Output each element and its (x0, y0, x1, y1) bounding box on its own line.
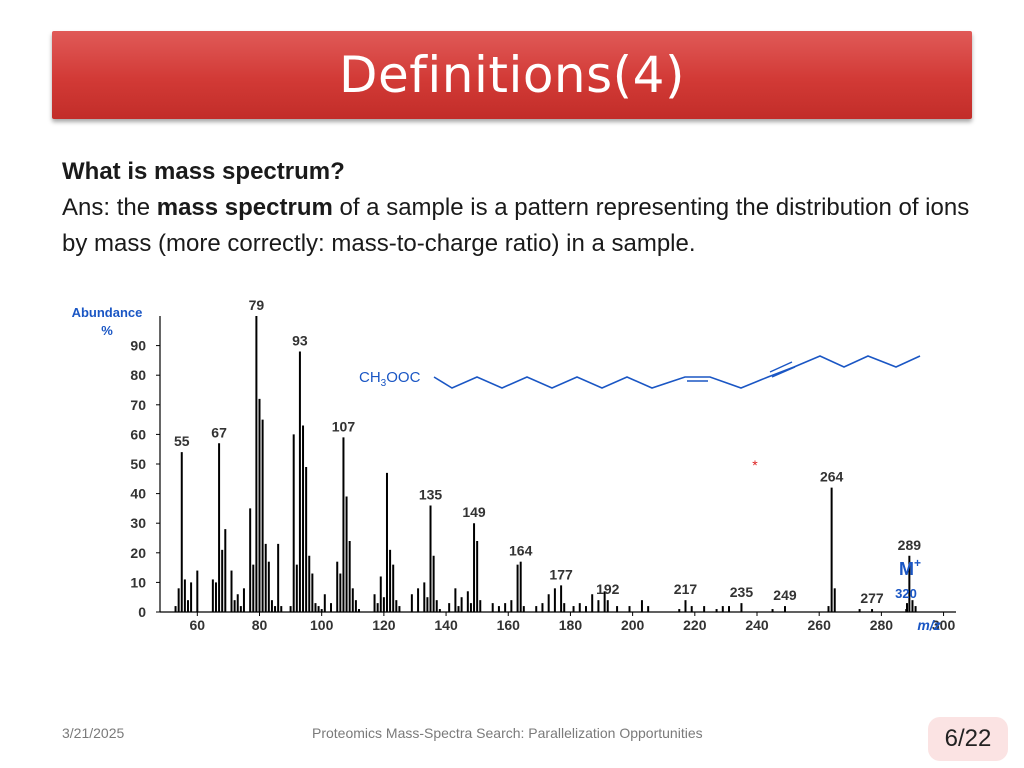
triple-bond-2 (771, 366, 796, 378)
peak-label-55: 55 (174, 433, 190, 449)
x-tick-label: 280 (870, 617, 894, 633)
peak-label-177: 177 (549, 566, 573, 582)
y-axis-unit: % (101, 323, 113, 338)
x-tick-label: 260 (808, 617, 832, 633)
question-text: What is mass spectrum? (62, 158, 345, 185)
y-tick-label: 40 (130, 486, 146, 502)
x-tick-label: 80 (252, 617, 268, 633)
structure-label: CH3OOC (359, 369, 421, 389)
y-tick-label: 20 (130, 545, 146, 561)
definition-text: What is mass spectrum? Ans: the mass spe… (62, 154, 982, 262)
answer-suffix: of a sample is a pattern representing th… (62, 194, 970, 257)
y-tick-label: 50 (130, 456, 146, 472)
peak-label-289: 289 (898, 537, 922, 553)
peak-label-149: 149 (462, 504, 486, 520)
peak-label-164: 164 (509, 543, 533, 559)
x-tick-label: 300 (932, 617, 956, 633)
carbon-chain (433, 355, 921, 389)
spectrum-peaks (174, 316, 917, 612)
peak-label-264: 264 (820, 469, 844, 485)
y-axis-label: Abundance (72, 305, 143, 320)
slide-title: Definitions(4) (339, 46, 685, 104)
x-tick-label: 120 (372, 617, 396, 633)
y-tick-label: 90 (130, 338, 146, 354)
molecule-structure: CH3OOC (359, 355, 921, 389)
y-tick-label: 0 (138, 604, 146, 620)
y-ticks: 0 10 20 30 40 50 60 70 80 90 (130, 338, 160, 620)
peak-label-192: 192 (596, 581, 620, 597)
molecular-ion-mz: 320 (895, 586, 917, 601)
peak-label-93: 93 (292, 333, 308, 349)
answer-bold-term: mass spectrum (156, 194, 333, 221)
y-tick-label: 10 (130, 574, 146, 590)
y-tick-label: 30 (130, 515, 146, 531)
molecular-ion-label: M+ (899, 556, 921, 579)
x-tick-label: 240 (745, 617, 769, 633)
y-tick-label: 70 (130, 397, 146, 413)
x-tick-label: 200 (621, 617, 645, 633)
page-number: 6/22 (928, 717, 1008, 761)
peak-label-107: 107 (332, 418, 356, 434)
mass-spectrum-chart: 0 10 20 30 40 50 60 70 80 90 60 80 100 120 140 160 180 2… (72, 298, 956, 633)
answer-prefix: Ans: the (62, 194, 157, 221)
triple-bond-1 (769, 361, 793, 373)
peak-labels: 55 67 79 93 107 135 149 164 177 192 217 235 249 264 27… (174, 298, 921, 606)
peak-label-277: 277 (860, 590, 884, 606)
x-ticks: 60 80 100 120 140 160 180 200 220 240 260 280 300 (190, 612, 956, 633)
x-tick-label: 60 (190, 617, 206, 633)
peak-label-79: 79 (249, 298, 265, 313)
footer-title: Proteomics Mass-Spectra Search: Parallel… (312, 725, 703, 741)
peak-label-235: 235 (730, 584, 754, 600)
x-tick-label: 140 (434, 617, 458, 633)
x-tick-label: 100 (310, 617, 334, 633)
footer-date: 3/21/2025 (62, 725, 125, 741)
star-marker: * (752, 457, 758, 473)
x-tick-label: 160 (497, 617, 521, 633)
y-tick-label: 60 (130, 426, 146, 442)
title-bar: Definitions(4) (52, 31, 972, 119)
peak-label-135: 135 (419, 486, 443, 502)
y-tick-label: 80 (130, 367, 146, 383)
peak-label-67: 67 (211, 424, 227, 440)
x-axis-label: m/z (917, 617, 940, 633)
peak-label-217: 217 (674, 581, 698, 597)
peak-label-249: 249 (773, 587, 797, 603)
x-tick-label: 180 (559, 617, 583, 633)
x-tick-label: 220 (683, 617, 707, 633)
